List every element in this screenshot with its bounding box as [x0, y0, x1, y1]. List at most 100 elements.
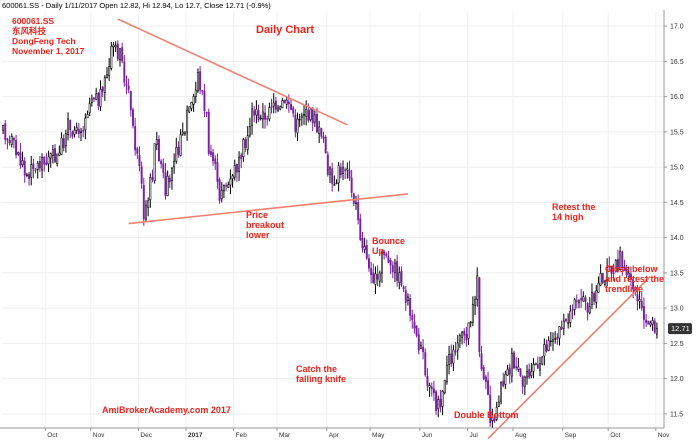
y-tick-label: 14.5: [670, 200, 684, 207]
candle-body: [614, 260, 617, 272]
candle-body: [287, 101, 290, 105]
candle-body: [170, 167, 173, 181]
candle-body: [428, 385, 431, 388]
candle-body: [387, 256, 390, 263]
x-tick-label: 2017: [188, 432, 203, 439]
candle-body: [513, 352, 515, 369]
candle-body: [8, 140, 11, 144]
candle-body: [441, 391, 444, 407]
x-tick-label: Nov: [93, 432, 105, 439]
candle-body: [355, 202, 357, 205]
candle-body: [205, 111, 208, 114]
candle-body: [448, 353, 451, 365]
candle-body: [430, 386, 433, 390]
candle-body: [209, 151, 212, 155]
candle-body: [584, 297, 587, 303]
y-tick-label: 11.5: [670, 411, 683, 418]
candle-body: [567, 322, 570, 324]
grid: [2, 12, 664, 428]
last-price-label: 12.71: [671, 324, 690, 333]
quote-header: 600061.SS - Daily 1/11/2017 Open 12.82, …: [2, 1, 271, 10]
candle-body: [112, 44, 115, 48]
candle-body: [123, 61, 126, 83]
candle-body: [342, 167, 344, 175]
candle-body: [242, 139, 245, 158]
candle-body: [608, 265, 611, 268]
candle-body: [404, 290, 407, 303]
candle-body: [162, 163, 165, 173]
candle-body: [307, 110, 310, 121]
candle-body: [647, 320, 650, 325]
candle-body: [480, 353, 483, 370]
candle-body: [32, 163, 35, 170]
y-tick-label: 12.5: [670, 341, 684, 348]
x-tick-label: Oct: [47, 432, 57, 439]
candle-body: [422, 346, 425, 353]
candle-body: [194, 89, 197, 98]
candle-body: [283, 99, 286, 103]
last-price-badge: [668, 323, 692, 335]
candle-body: [212, 152, 215, 162]
candle-body: [181, 131, 184, 135]
x-tick-label: May: [372, 432, 385, 439]
candle-body: [127, 85, 130, 90]
candle-body: [458, 335, 461, 342]
candle-body: [60, 137, 63, 155]
candle-body: [108, 66, 111, 77]
candle-body: [610, 265, 613, 274]
candle-body: [424, 352, 427, 376]
candle-body: [534, 362, 537, 366]
candle-body: [207, 111, 210, 154]
candle-body: [357, 202, 360, 221]
candle-body: [590, 292, 593, 305]
candle-body: [413, 321, 416, 329]
candle-body: [329, 167, 331, 175]
candle-body: [186, 109, 189, 133]
candle-body: [157, 139, 160, 162]
candle-body: [526, 370, 528, 378]
candle-body: [554, 338, 557, 340]
candle-body: [259, 117, 262, 120]
candle-body: [188, 106, 191, 113]
candle-body: [4, 123, 7, 140]
candle-body: [623, 266, 626, 269]
candle-body: [86, 114, 89, 119]
candle-body: [582, 296, 585, 302]
candle-body: [645, 319, 648, 323]
candle-body: [246, 135, 249, 150]
candle-body: [248, 126, 251, 136]
candle-body: [67, 118, 70, 135]
annotation-price-breakout: Price breakout lower: [246, 210, 285, 240]
candle-body: [166, 175, 169, 197]
candle-body: [575, 300, 578, 302]
candle-body: [409, 297, 412, 316]
y-tick-label: 12.0: [670, 376, 684, 383]
y-tick-label: 15.5: [670, 129, 684, 136]
candle-body: [305, 109, 308, 117]
candle-body: [97, 92, 100, 106]
candle-body: [495, 407, 498, 420]
candle-body: [261, 111, 264, 120]
candle-body: [296, 118, 299, 134]
candle-body: [426, 376, 429, 386]
candle-body: [510, 352, 513, 377]
candle-body: [532, 364, 535, 372]
candle-body: [69, 119, 72, 131]
candle-body: [268, 107, 271, 120]
candle-body: [322, 136, 325, 139]
annotation-catch-knife: Catch the falling knife: [296, 364, 347, 384]
candle-body: [203, 90, 206, 112]
candle-body: [655, 328, 658, 335]
candle-body: [612, 272, 615, 274]
candle-body: [363, 246, 366, 251]
y-tick-label: 15.0: [670, 165, 684, 172]
company-label: DongFeng Tech: [12, 36, 76, 46]
candle-body: [437, 399, 440, 409]
candle-body: [179, 134, 182, 156]
candle-body: [543, 344, 546, 357]
x-tick-label: Sep: [565, 432, 577, 439]
candle-body: [56, 153, 59, 164]
candle-body: [318, 126, 321, 134]
candle-body: [231, 175, 234, 179]
